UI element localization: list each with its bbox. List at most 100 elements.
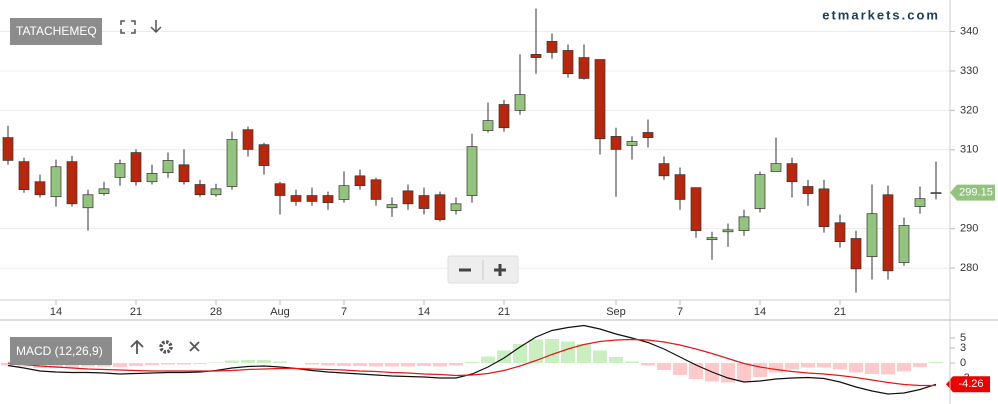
histogram-bar [881, 363, 895, 375]
x-tick-label: 21 [130, 306, 142, 318]
candle-body [498, 104, 510, 129]
last-value-tag [946, 376, 990, 393]
y-tick-label: 330 [960, 65, 978, 77]
histogram-bar [913, 363, 927, 367]
histogram-bar [145, 363, 159, 365]
histogram-bar [657, 363, 671, 370]
histogram-bar [1, 363, 15, 366]
candle-body [866, 213, 878, 257]
histogram-bar [593, 350, 607, 363]
candle-body [146, 173, 158, 183]
candle-body [514, 94, 526, 111]
last-price-label: 299.15 [959, 186, 993, 198]
indicator-title: MACD (12,26,9) [16, 344, 103, 358]
histogram-bar [353, 363, 367, 366]
histogram-bar [337, 363, 351, 366]
histogram-bar [721, 363, 735, 383]
histogram-bar [433, 363, 447, 367]
candle-body [274, 183, 286, 196]
histogram-bar [865, 363, 879, 374]
candle-body [386, 204, 398, 209]
candle-body [706, 237, 718, 241]
move-up-icon[interactable] [130, 339, 144, 354]
histogram-bar [545, 339, 559, 363]
histogram-bar [177, 363, 191, 365]
candle-body [882, 194, 894, 272]
candle-body [562, 50, 574, 75]
settings-icon[interactable] [159, 340, 173, 354]
zoom-in[interactable] [494, 264, 506, 276]
last-value-label: -4.26 [958, 378, 983, 390]
y-tick-label: 340 [960, 25, 978, 37]
y-tick-label: 0 [960, 357, 966, 369]
histogram-bar [849, 363, 863, 373]
candle-body [450, 203, 462, 211]
candle-body [674, 174, 686, 200]
histogram-bar [625, 361, 639, 363]
histogram-bar [385, 363, 399, 367]
histogram-bar [257, 360, 271, 363]
histogram-bar [737, 363, 751, 382]
macd-line [7, 324, 937, 395]
candle-body [898, 225, 910, 263]
histogram-bar [833, 363, 847, 370]
x-tick-label: 21 [498, 306, 510, 318]
histogram-bar [673, 363, 687, 375]
x-tick-label: 14 [754, 306, 766, 318]
histogram-bar [817, 363, 831, 368]
candle-body [114, 163, 126, 178]
x-tick-label: 14 [418, 306, 430, 318]
indicator-box[interactable] [10, 337, 112, 365]
histogram-bar [609, 357, 623, 363]
x-tick-label: 14 [50, 306, 62, 318]
histogram-bar [161, 363, 175, 365]
candle-body [50, 166, 62, 198]
symbol-box[interactable] [10, 18, 102, 45]
fullscreen-icon[interactable] [120, 20, 136, 34]
candle-body [642, 132, 654, 138]
candle-body [818, 188, 830, 228]
brand: etmarkets.com [822, 7, 940, 22]
candle-body [98, 188, 110, 194]
close-icon[interactable] [189, 341, 200, 352]
candle-body [2, 137, 14, 161]
histogram-bar [241, 360, 255, 363]
candle-body [930, 192, 942, 194]
x-tick-label: 7 [677, 306, 683, 318]
histogram-bar [465, 362, 479, 363]
candle-body [482, 120, 494, 131]
candle-body [194, 184, 206, 196]
candle-body [34, 181, 46, 196]
candle-body [290, 195, 302, 202]
candle-body [258, 144, 270, 166]
y-tick-label: 310 [960, 144, 978, 156]
candle-body [178, 164, 190, 183]
histogram-bar [577, 344, 591, 363]
histogram-bar [561, 341, 575, 363]
candle-body [354, 175, 366, 187]
histogram-bar [305, 363, 319, 365]
histogram-bar [225, 360, 239, 363]
candle-body [754, 174, 766, 209]
candle-body [914, 198, 926, 207]
candle-body [18, 161, 30, 190]
marks: 280 290 310 320 330 340 14 21 28 Aug 7 14 21 Sep 7 14 21… [1, 8, 995, 395]
histogram-bar [641, 363, 655, 366]
candle-body [770, 163, 782, 172]
histogram-bar [481, 356, 495, 363]
candle-body [738, 216, 750, 231]
download-icon[interactable] [150, 20, 162, 34]
candle-body [802, 186, 814, 194]
candle-body [722, 229, 734, 233]
histogram-bar [801, 363, 815, 368]
histogram-bar [193, 363, 207, 364]
x-tick-label: 7 [341, 306, 347, 318]
candle-body [610, 136, 622, 150]
candle-body [402, 190, 414, 205]
y-tick-label: 320 [960, 104, 978, 116]
histogram-bar [401, 363, 415, 367]
histogram-bar [369, 363, 383, 367]
candle-body [242, 129, 254, 150]
x-tick-label: 21 [834, 306, 846, 318]
